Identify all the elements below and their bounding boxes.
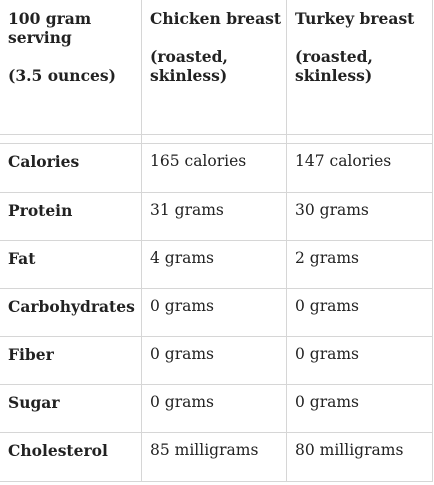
chicken-value: 165 calories	[142, 144, 287, 192]
turkey-value: 80 milligrams	[287, 433, 433, 481]
table-row-carbohydrates: Carbohydrates 0 grams 0 grams	[0, 289, 433, 337]
header-text	[150, 28, 286, 47]
header-text	[8, 47, 141, 66]
nutrient-label: Fiber	[0, 337, 142, 384]
header-cell-turkey: Turkey breast (roasted, skinless)	[287, 0, 433, 134]
chicken-value: 0 grams	[142, 385, 287, 432]
chicken-value: 4 grams	[142, 241, 287, 288]
nutrient-label: Calories	[0, 144, 142, 192]
turkey-value: 30 grams	[287, 193, 433, 240]
chicken-value: 0 grams	[142, 337, 287, 384]
table-row-fat: Fat 4 grams 2 grams	[0, 241, 433, 289]
header-text: skinless)	[150, 66, 228, 85]
header-text: Chicken breast	[150, 9, 281, 28]
header-text: Turkey breast	[295, 9, 415, 28]
table-row-sugar: Sugar 0 grams 0 grams	[0, 385, 433, 433]
table-header-row: 100 gram serving (3.5 ounces) Chicken br…	[0, 0, 433, 135]
header-text: 100 gram	[8, 9, 92, 28]
header-cell-chicken: Chicken breast (roasted, skinless)	[142, 0, 287, 134]
turkey-value: 0 grams	[287, 289, 433, 336]
nutrient-label: Protein	[0, 193, 142, 240]
turkey-value: 0 grams	[287, 337, 433, 384]
header-text	[295, 28, 432, 47]
table-row-calories: Calories 165 calories 147 calories	[0, 144, 433, 193]
table-row-protein: Protein 31 grams 30 grams	[0, 193, 433, 241]
chicken-value: 31 grams	[142, 193, 287, 240]
header-text: (3.5 ounces)	[8, 66, 116, 85]
header-text: skinless)	[295, 66, 373, 85]
header-text: (roasted,	[295, 47, 373, 66]
table-spacer-row	[0, 135, 433, 144]
spacer-cell	[0, 135, 142, 143]
header-cell-serving: 100 gram serving (3.5 ounces)	[0, 0, 142, 134]
turkey-value: 147 calories	[287, 144, 433, 192]
chicken-value: 85 milligrams	[142, 433, 287, 481]
header-text: (roasted,	[150, 47, 228, 66]
turkey-value: 0 grams	[287, 385, 433, 432]
spacer-cell	[287, 135, 433, 143]
chicken-value: 0 grams	[142, 289, 287, 336]
header-text: serving	[8, 28, 72, 47]
table-row-cholesterol: Cholesterol 85 milligrams 80 milligrams	[0, 433, 433, 482]
nutrient-label: Cholesterol	[0, 433, 142, 481]
nutrient-label: Fat	[0, 241, 142, 288]
spacer-cell	[142, 135, 287, 143]
nutrient-label: Sugar	[0, 385, 142, 432]
turkey-value: 2 grams	[287, 241, 433, 288]
table-row-fiber: Fiber 0 grams 0 grams	[0, 337, 433, 385]
nutrient-label: Carbohydrates	[0, 289, 142, 336]
